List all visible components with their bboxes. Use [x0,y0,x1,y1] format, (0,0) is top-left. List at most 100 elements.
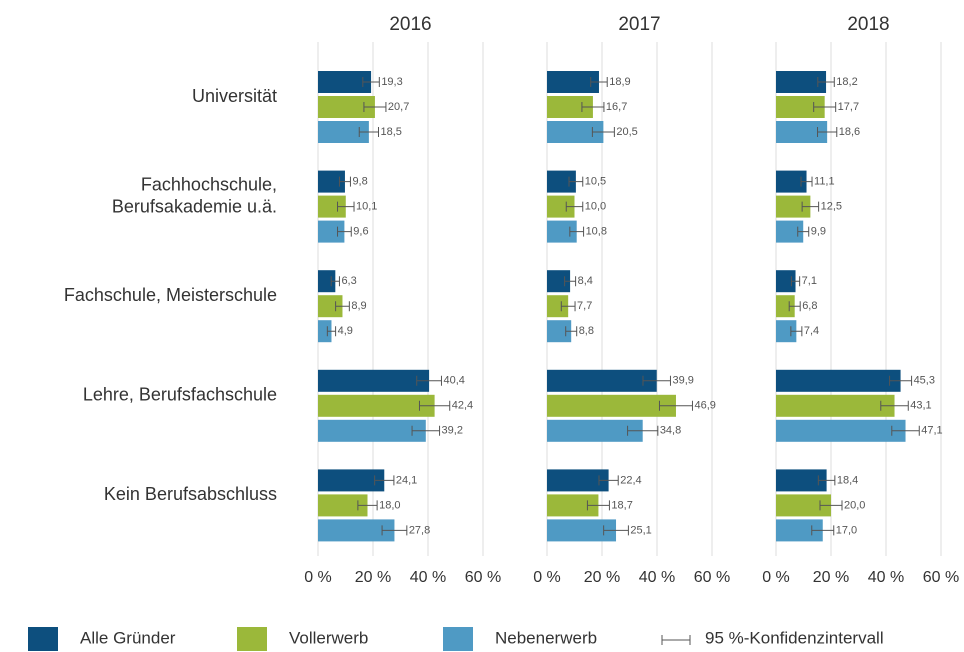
value-label: 18,4 [837,474,858,486]
bar [318,121,369,143]
value-label: 10,5 [585,176,606,188]
error-bar [889,375,913,386]
x-tick-label: 40 % [639,569,675,586]
error-bar [817,475,836,486]
bar [776,369,901,392]
x-tick-label: 20 % [355,569,391,586]
value-label: 18,0 [379,499,400,511]
bar [547,394,676,417]
bar [318,369,430,392]
value-label: 17,7 [838,101,859,113]
panel-title: 2017 [618,14,660,35]
bar [776,469,827,492]
bar [318,220,345,243]
value-label: 7,4 [804,325,819,337]
bar [318,394,435,417]
value-label: 18,7 [611,499,632,511]
error-bar [560,301,576,312]
bar [547,270,571,293]
value-label: 27,8 [409,524,430,536]
bar [318,519,395,542]
value-label: 18,2 [836,76,857,88]
error-bar [811,525,835,536]
bar [547,121,604,143]
category-label: Fachschule, Meisterschule [64,285,277,305]
bar [547,419,643,442]
value-label: 11,1 [814,176,835,188]
legend-label: Vollerwerb [289,628,368,647]
value-label: 10,0 [585,201,606,213]
error-bar [590,77,608,87]
x-tick-label: 40 % [410,569,446,586]
value-label: 39,2 [442,425,463,437]
value-label: 7,7 [577,300,592,312]
bar [547,96,593,118]
x-tick-label: 0 % [533,569,561,586]
value-label: 10,1 [356,201,377,213]
x-tick-label: 60 % [923,569,959,586]
error-bar [326,326,337,337]
value-label: 4,9 [338,325,353,337]
value-label: 20,5 [616,126,637,138]
error-bar [598,475,619,486]
x-tick-label: 0 % [762,569,790,586]
error-bar [801,201,820,212]
error-bar [374,475,395,486]
error-bar [358,127,379,137]
value-label: 8,9 [351,300,366,312]
value-label: 8,4 [578,275,593,287]
value-label: 19,3 [381,76,402,88]
category-label: Lehre, Berufsfachschule [83,385,277,405]
x-tick-label: 40 % [868,569,904,586]
bar [776,270,796,293]
value-label: 18,9 [609,76,630,88]
legend-label: Nebenerwerb [495,628,597,647]
error-bar [658,400,693,411]
bar [318,195,346,218]
bar [547,469,609,492]
value-label: 46,9 [694,400,715,412]
bar [547,195,575,218]
value-label: 6,3 [341,275,356,287]
value-label: 25,1 [630,524,651,536]
value-label: 24,1 [396,474,417,486]
value-label: 20,0 [844,499,865,511]
bar [318,494,368,517]
bar [776,519,823,542]
x-tick-label: 60 % [465,569,501,586]
value-label: 9,8 [352,176,367,188]
value-label: 47,1 [921,425,942,437]
error-bar [337,201,355,212]
error-bar [813,102,837,112]
bar [776,71,827,93]
legend-label: 95 %-Konfidenzintervall [705,628,884,647]
error-bar [581,102,605,112]
error-bar [416,375,442,386]
value-label: 40,4 [443,375,464,387]
bar [318,96,375,118]
value-label: 18,5 [381,126,402,138]
error-bar [338,176,351,187]
x-tick-label: 20 % [813,569,849,586]
value-label: 17,0 [836,524,857,536]
bar [776,494,831,517]
panel-title: 2016 [389,14,431,35]
legend-swatch [443,627,473,651]
error-bar [568,176,584,187]
value-label: 12,5 [821,201,842,213]
value-label: 16,7 [606,101,627,113]
bar [776,394,895,417]
error-bar [411,425,441,436]
panel-title: 2018 [847,14,889,35]
error-bar [797,226,810,237]
x-tick-label: 20 % [584,569,620,586]
value-label: 20,7 [388,101,409,113]
bar [776,170,807,193]
bar [776,121,828,143]
error-bar [627,425,659,436]
error-bar [880,400,909,411]
category-label: Fachhochschule, Berufsakademie u.ä. [112,174,277,216]
error-bar [362,77,380,87]
error-bar [418,400,451,411]
